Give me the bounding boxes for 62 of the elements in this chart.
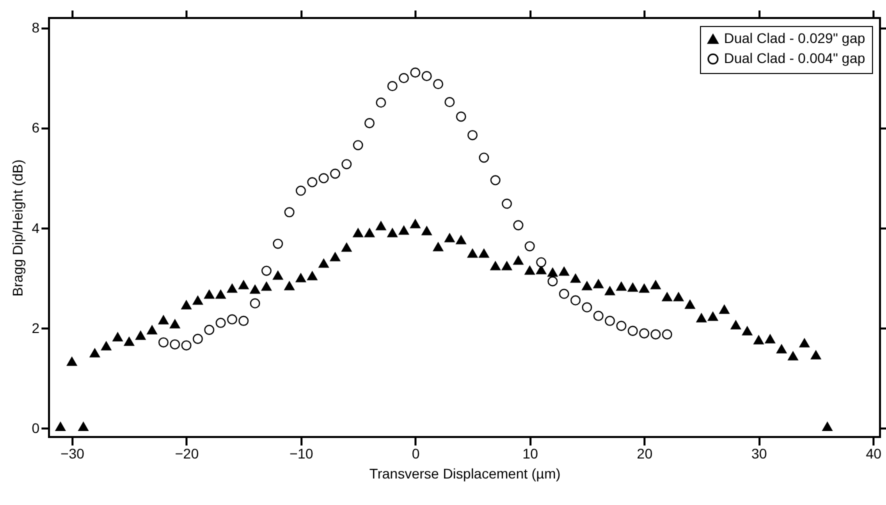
point (422, 71, 432, 82)
x-tick-label: 0 (412, 446, 420, 462)
point (502, 198, 512, 209)
x-tick-label: 20 (636, 446, 653, 462)
x-axis-title: Transverse Displacement (µm) (369, 466, 561, 482)
x-tick-label: 10 (522, 446, 538, 462)
point (593, 310, 604, 321)
point (250, 298, 260, 308)
point (536, 257, 546, 268)
x-tick-label: −10 (289, 446, 314, 462)
y-tick-label: 8 (32, 20, 40, 36)
point (204, 324, 214, 335)
point (467, 130, 478, 140)
x-tick-label: −30 (60, 446, 84, 462)
point (616, 320, 626, 331)
point (570, 295, 581, 306)
point (261, 266, 272, 276)
point (364, 118, 375, 128)
point (352, 140, 364, 150)
point (433, 79, 444, 90)
point (650, 329, 661, 340)
point (376, 98, 386, 108)
y-tick-label: 4 (32, 220, 40, 236)
x-tick-label: −20 (174, 446, 199, 462)
point (170, 339, 180, 350)
point (456, 112, 466, 122)
point (216, 318, 226, 328)
point (387, 81, 398, 92)
point (513, 220, 524, 230)
point (410, 68, 420, 78)
legend-label: Dual Clad - 0.029" gap (724, 30, 866, 46)
point (227, 314, 238, 324)
point (478, 152, 490, 163)
x-tick-label: 40 (866, 446, 882, 462)
point (307, 177, 318, 188)
point (296, 186, 306, 196)
point (628, 326, 638, 336)
point (192, 334, 203, 344)
y-tick-label: 6 (32, 120, 40, 136)
y-tick-label: 0 (32, 420, 40, 436)
point (524, 241, 535, 252)
point (181, 340, 192, 350)
point (548, 276, 558, 286)
point (490, 175, 500, 186)
point (238, 316, 249, 326)
point (330, 168, 340, 179)
point (158, 337, 169, 348)
point (604, 316, 615, 326)
point (318, 173, 329, 184)
point (444, 97, 455, 108)
point (639, 328, 650, 338)
point (342, 159, 352, 170)
y-tick-label: 2 (32, 320, 40, 336)
point (272, 238, 283, 249)
x-tick-label: 30 (751, 446, 768, 462)
point (284, 207, 294, 218)
point (559, 288, 570, 299)
legend-label: Dual Clad - 0.004" gap (724, 50, 866, 66)
point (582, 302, 592, 312)
y-axis-title: Bragg Dip/Height (dB) (10, 160, 26, 296)
point (398, 73, 409, 84)
point (662, 329, 672, 340)
